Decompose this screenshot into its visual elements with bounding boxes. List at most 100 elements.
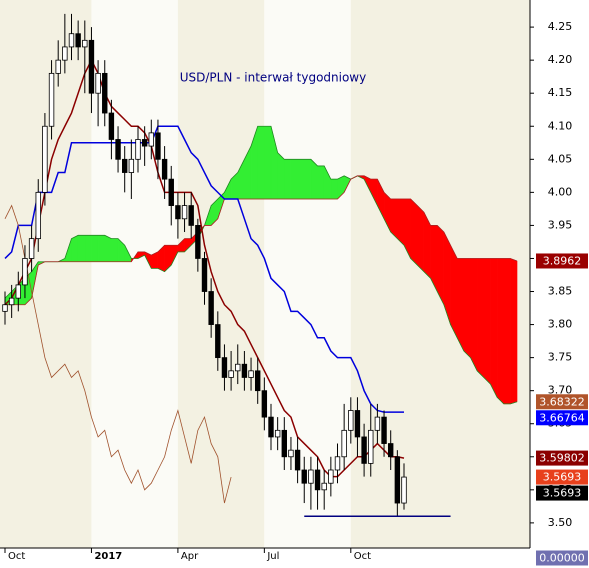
candle-body	[88, 39, 95, 94]
candle-body	[248, 370, 254, 378]
x-tick-label: 2017	[94, 551, 122, 562]
cloud-segment	[284, 159, 292, 200]
cloud-segment	[476, 258, 485, 379]
candle-body	[387, 443, 394, 458]
candle-body	[141, 139, 148, 147]
price-label-box	[536, 485, 588, 501]
y-tick-label: 3.80	[548, 318, 573, 331]
candle-body	[148, 132, 154, 147]
candle-body	[135, 139, 141, 160]
candle-body	[334, 456, 341, 471]
candle-body	[75, 33, 81, 48]
cloud-edge	[5, 175, 518, 306]
candle-body	[28, 238, 35, 259]
candle-body	[62, 46, 68, 61]
candle-body	[108, 112, 115, 140]
cloud-segment	[297, 159, 305, 200]
cloud-segment	[470, 258, 478, 371]
price-label: 0.00000	[539, 552, 585, 565]
price-label-box	[536, 410, 588, 426]
cloud-segment	[111, 238, 119, 263]
cloud-segment	[290, 159, 298, 200]
candle-body	[201, 258, 208, 292]
candle-body	[155, 132, 161, 160]
candle-body	[215, 324, 221, 359]
candle-body	[168, 178, 174, 206]
candle-body	[122, 158, 128, 173]
cloud-segment	[397, 198, 405, 246]
x-tick-label: Oct	[354, 551, 371, 562]
y-tick-label: 4.05	[548, 152, 573, 165]
candle-body	[188, 205, 194, 226]
candle-body	[95, 72, 101, 94]
candle-body	[15, 284, 21, 299]
candle-body	[281, 429, 287, 458]
y-tick-label: 4.20	[548, 53, 573, 66]
x-tick-label: Jul	[266, 551, 279, 562]
candle-body	[2, 304, 8, 312]
price-label-box	[536, 253, 588, 269]
candle-body	[208, 291, 214, 325]
candle-body	[348, 410, 354, 431]
candle-body	[235, 363, 241, 372]
y-tick-label: 4.15	[548, 86, 573, 99]
cloud-segment	[450, 245, 458, 338]
candle-body	[241, 363, 248, 378]
price-label-box	[536, 450, 588, 466]
cloud-segment	[503, 258, 511, 405]
candle-body	[374, 416, 381, 431]
candle-body	[368, 429, 374, 464]
candle-body	[48, 72, 55, 127]
candle-body	[181, 205, 188, 220]
candle-body	[161, 158, 168, 180]
candle-body	[401, 476, 407, 504]
candle-body	[328, 469, 334, 484]
candle-body	[321, 482, 327, 491]
candle-body	[261, 390, 268, 418]
indicator-line	[4, 125, 404, 413]
indicator-line	[4, 204, 232, 504]
candle-body	[35, 191, 41, 240]
candle-body	[128, 158, 135, 173]
candle-body	[301, 469, 307, 484]
candle-body	[175, 205, 181, 220]
candle-body	[274, 429, 281, 438]
y-tick-label: 4.25	[548, 20, 573, 33]
candle-body	[115, 139, 121, 160]
candle-body	[221, 357, 228, 378]
candle-body	[22, 258, 28, 286]
candle-body	[102, 72, 108, 114]
chart-annotation: USD/PLN - interwał tygodniowy	[180, 71, 366, 85]
candle-body	[254, 370, 261, 392]
candle-body	[55, 59, 61, 74]
cloud-segment	[104, 234, 112, 263]
candle-body	[354, 410, 361, 438]
candle-body	[195, 225, 201, 259]
candle-body	[394, 456, 401, 504]
background-band	[0, 0, 92, 548]
candle-body	[268, 416, 274, 438]
cloud-segment	[410, 198, 418, 266]
candle-body	[341, 429, 347, 458]
candle-body	[381, 416, 387, 444]
candle-body	[82, 39, 88, 48]
price-label: 3.66764	[539, 411, 585, 424]
price-label: 3.5693	[543, 487, 582, 500]
x-tick-label: Oct	[8, 551, 25, 562]
y-tick-label: 3.75	[548, 351, 573, 364]
y-tick-label: 3.70	[548, 384, 573, 397]
cloud-segment	[71, 234, 79, 263]
cloud-segment	[77, 235, 86, 263]
candle-body	[314, 469, 321, 491]
candle-body	[42, 125, 48, 193]
candle-body	[361, 436, 367, 464]
cloud-segment	[304, 159, 312, 200]
cloud-segment	[456, 258, 465, 352]
y-tick-label: 4.00	[548, 185, 573, 198]
candle-body	[228, 370, 234, 378]
cloud-segment	[483, 258, 491, 385]
candle-body	[294, 449, 301, 471]
cloud-segment	[496, 258, 504, 405]
